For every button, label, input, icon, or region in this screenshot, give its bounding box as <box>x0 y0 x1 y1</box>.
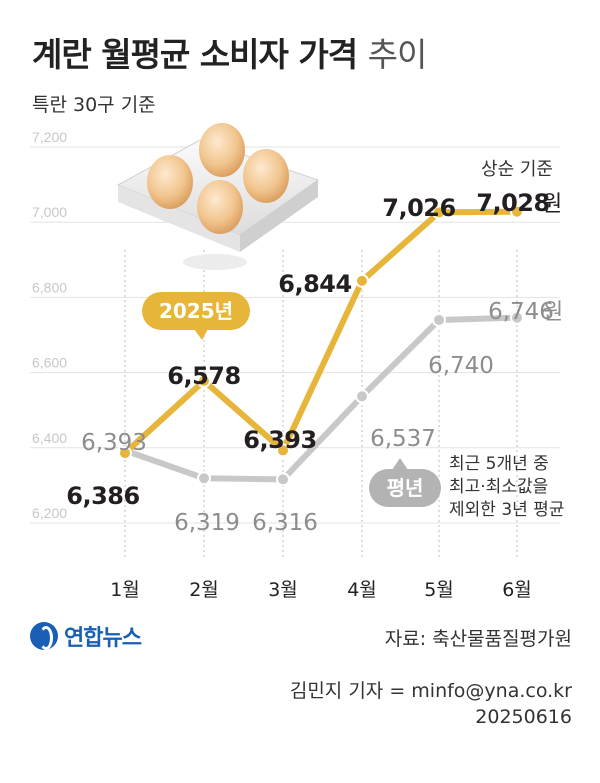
yonhap-logo-icon <box>30 622 58 650</box>
x-tick-label: 1월 <box>110 579 140 601</box>
legend-badge-pointer <box>194 329 208 340</box>
chart-title: 계란 월평균 소비자 가격 추이 <box>32 28 428 76</box>
label-2025: 6,578 <box>167 362 240 390</box>
label-unit-normal: 원 <box>543 300 563 325</box>
point-normal <box>510 310 524 325</box>
label-2025: 7,026 <box>382 194 455 222</box>
label-normal: 6,746 <box>488 299 554 325</box>
label-normal: 6,316 <box>252 510 318 536</box>
credit-block: 김민지 기자 = minfo@yna.co.kr 20250616 <box>290 678 572 730</box>
series-line-normal <box>124 314 518 483</box>
y-tick-label: 6,400 <box>32 430 67 446</box>
point-2025 <box>355 273 369 288</box>
series-line-2025 <box>122 208 518 456</box>
point-2025 <box>510 204 524 219</box>
publish-date: 20250616 <box>475 706 572 728</box>
title-suffix: 추이 <box>367 35 428 74</box>
x-tick-label: 6월 <box>502 579 532 601</box>
legend-badge-text-normal: 평년 <box>387 476 424 500</box>
line-chart: 6,200 6,400 6,600 6,800 7,000 7,200 1월 2월 3월 4월 5월… <box>30 123 564 601</box>
egg-tray-illustration <box>116 123 320 270</box>
point-2025 <box>118 446 132 461</box>
legend-badge-normal <box>369 469 441 507</box>
normal-note-line: 최근 5개년 중 <box>449 454 549 474</box>
point-2025 <box>276 443 290 458</box>
x-tick-label: 2월 <box>189 579 219 601</box>
series-layer <box>118 204 524 487</box>
title-main: 계란 월평균 소비자 가격 <box>32 35 358 74</box>
grid-layer: 6,200 6,400 6,600 6,800 7,000 7,200 1월 2월 3월 4월 5월… <box>30 129 560 601</box>
label-2025: 6,386 <box>66 482 139 510</box>
label-2025: 6,393 <box>243 426 316 454</box>
footer-logo: 연합뉴스 <box>30 620 142 652</box>
point-normal <box>276 472 290 487</box>
source-text: 자료: 축산물품질평가원 <box>384 628 572 650</box>
last-point-note: 상순 기준 <box>481 159 553 180</box>
label-normal: 6,740 <box>428 353 494 379</box>
legend-badge-text-2025: 2025년 <box>159 299 233 323</box>
label-normal: 6,393 <box>81 430 147 456</box>
label-2025: 6,844 <box>278 270 351 298</box>
normal-note-line: 최고·최소값을 <box>449 477 548 497</box>
reporter-credit: 김민지 기자 = minfo@yna.co.kr <box>289 680 572 702</box>
legend-badge-pointer <box>392 458 408 470</box>
y-tick-label: 7,200 <box>32 129 67 145</box>
point-2025 <box>432 205 446 220</box>
point-normal <box>355 389 369 404</box>
y-tick-label: 6,800 <box>32 279 67 295</box>
point-normal <box>197 471 211 486</box>
y-tick-label: 6,200 <box>32 505 67 521</box>
x-tick-label: 3월 <box>268 579 298 601</box>
label-2025: 7,028 <box>476 189 549 217</box>
point-normal <box>432 312 446 327</box>
y-tick-label: 6,600 <box>32 355 67 371</box>
point-2025 <box>197 373 211 388</box>
y-tick-label: 7,000 <box>32 204 67 220</box>
label-unit-2025: 원 <box>542 192 562 217</box>
logo-text: 연합뉴스 <box>64 626 142 651</box>
label-normal: 6,537 <box>370 426 436 452</box>
chart-subtitle: 특란 30구 기준 <box>32 94 156 116</box>
x-tick-label: 4월 <box>347 579 377 601</box>
normal-note-line: 제외한 3년 평균 <box>449 500 564 520</box>
x-tick-label: 5월 <box>424 579 454 601</box>
label-normal: 6,319 <box>174 510 240 536</box>
legend-badge-2025 <box>142 292 250 330</box>
